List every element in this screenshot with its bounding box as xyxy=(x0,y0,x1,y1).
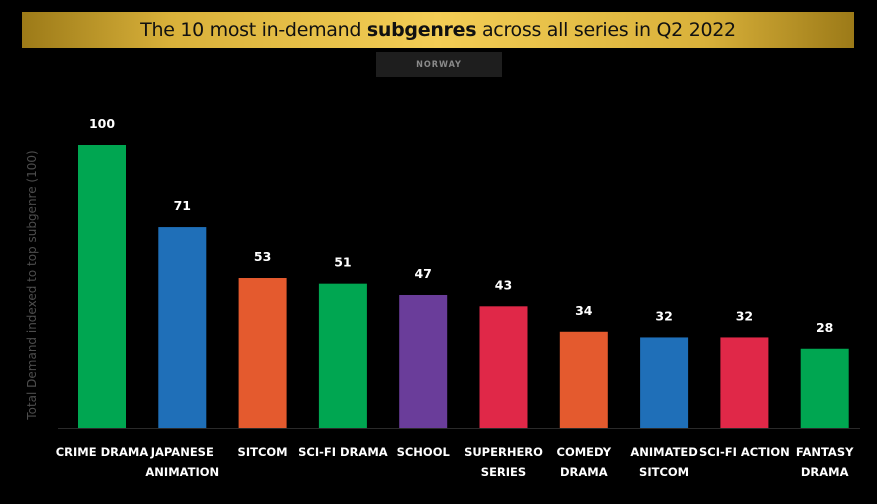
x-tick-label: SITCOM xyxy=(238,445,288,459)
x-tick-label: SCI-FI ACTION xyxy=(699,445,790,459)
bar xyxy=(158,227,207,428)
bar xyxy=(479,306,528,428)
x-tick-label: CRIME DRAMA xyxy=(56,445,149,459)
data-label: 32 xyxy=(655,308,672,323)
data-label: 47 xyxy=(414,266,431,281)
x-tick-label: FANTASY DRAMA xyxy=(796,445,854,479)
bar xyxy=(78,145,126,428)
bar xyxy=(720,337,769,428)
bar xyxy=(399,294,448,428)
bar xyxy=(559,331,608,428)
bar xyxy=(640,337,689,428)
data-label: 43 xyxy=(495,277,512,292)
x-tick-label: ANIMATED SITCOM xyxy=(630,445,698,479)
x-tick-label: JAPANESE ANIMATION xyxy=(145,445,219,479)
chart-title: The 10 most in-demand subgenres across a… xyxy=(140,19,736,41)
title-banner: The 10 most in-demand subgenres across a… xyxy=(22,12,854,48)
region-label: NORWAY xyxy=(376,52,502,77)
data-label: 32 xyxy=(736,308,753,323)
bar xyxy=(800,348,849,428)
x-tick-label: COMEDY DRAMA xyxy=(557,445,612,479)
x-tick-label: SCI-FI DRAMA xyxy=(298,445,388,459)
data-label: 51 xyxy=(334,255,351,270)
data-label: 100 xyxy=(89,116,115,131)
data-label: 53 xyxy=(254,249,271,264)
x-tick-label: SUPERHERO SERIES xyxy=(464,445,543,479)
data-label: 34 xyxy=(575,303,593,318)
bar xyxy=(318,283,367,428)
bar xyxy=(238,278,287,428)
data-label: 71 xyxy=(174,198,191,213)
data-label: 28 xyxy=(816,320,833,335)
x-tick-label: SCHOOL xyxy=(397,445,451,459)
